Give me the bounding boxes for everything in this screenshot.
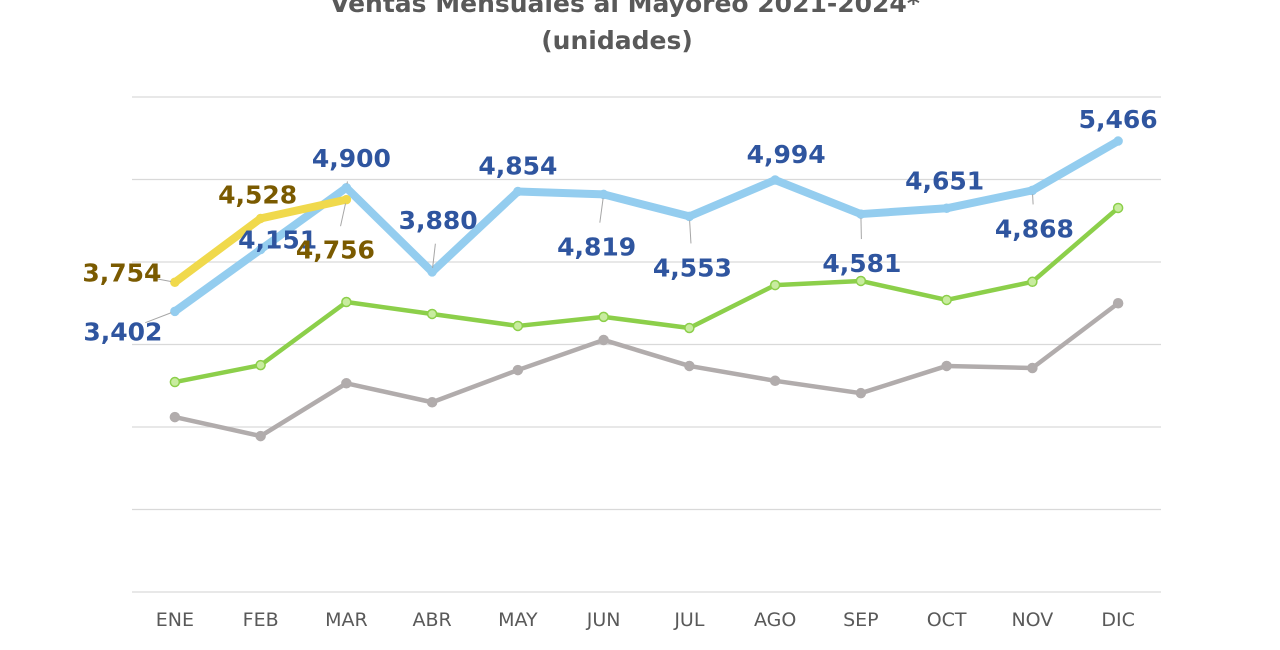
data-point xyxy=(1112,298,1124,309)
data-point xyxy=(169,411,181,423)
x-tick-label: ENE xyxy=(156,609,194,631)
series-group xyxy=(169,136,1124,442)
data-point xyxy=(255,244,266,255)
x-tick-label: NOV xyxy=(1011,609,1053,631)
data-point xyxy=(770,175,780,185)
leader-line xyxy=(145,312,172,324)
data-point xyxy=(341,194,352,205)
series-line xyxy=(172,205,1121,385)
series-line xyxy=(172,301,1121,439)
data-point xyxy=(941,203,952,214)
data-point xyxy=(769,375,781,387)
data-point xyxy=(941,360,952,372)
leader-line xyxy=(599,198,604,223)
data-point xyxy=(941,294,952,306)
data-label: 4,994 xyxy=(747,140,826,169)
x-tick-label: JUL xyxy=(673,609,705,631)
data-label: 4,651 xyxy=(905,166,984,195)
x-axis-ticks: ENE FEB MAR ABR MAY JUN JUL AGO SEP OCT NOV DIC xyxy=(156,609,1135,631)
data-point xyxy=(856,209,866,219)
series-line xyxy=(170,137,1123,316)
data-label: 4,553 xyxy=(653,253,732,282)
data-point xyxy=(684,360,695,372)
data-point xyxy=(512,364,524,376)
leader-line xyxy=(145,276,172,283)
data-point xyxy=(170,277,180,288)
data-point xyxy=(341,183,352,193)
x-tick-label: SEP xyxy=(843,609,879,631)
data-point xyxy=(684,322,695,334)
x-tick-label: ABR xyxy=(413,609,452,631)
data-point xyxy=(1112,202,1124,214)
data-point xyxy=(341,296,352,308)
data-point xyxy=(855,275,867,287)
data-point xyxy=(255,430,266,442)
data-point xyxy=(1027,276,1038,288)
leader-line xyxy=(1032,194,1034,205)
x-tick-label: DIC xyxy=(1101,609,1135,631)
data-point xyxy=(1027,185,1038,196)
x-tick-label: MAR xyxy=(325,609,368,631)
data-point xyxy=(598,311,609,323)
data-point xyxy=(684,211,695,222)
data-point xyxy=(169,376,181,388)
data-point xyxy=(598,189,609,200)
data-point xyxy=(427,267,437,277)
leader-line xyxy=(432,243,436,268)
data-label: 4,900 xyxy=(312,144,391,173)
x-tick-label: JUN xyxy=(586,609,621,631)
data-label: 4,528 xyxy=(218,180,297,209)
data-label: 4,581 xyxy=(822,249,901,278)
data-point xyxy=(1113,136,1123,146)
data-label: 5,466 xyxy=(1079,105,1158,134)
chart-title: Ventas Mensuales al Mayoreo 2021-2024* xyxy=(330,0,920,18)
data-point xyxy=(426,397,438,408)
x-tick-label: AGO xyxy=(754,609,796,631)
data-point xyxy=(341,378,352,389)
data-point xyxy=(426,308,438,320)
data-point xyxy=(255,213,266,224)
data-point xyxy=(855,387,867,399)
data-point xyxy=(598,334,609,346)
leader-line xyxy=(340,203,347,227)
data-label: 4,868 xyxy=(995,214,1074,243)
x-tick-label: OCT xyxy=(927,609,967,631)
leader-line xyxy=(689,220,692,244)
data-label: 4,819 xyxy=(557,232,636,261)
data-point xyxy=(512,320,524,332)
gridlines xyxy=(132,96,1161,593)
data-label: 4,854 xyxy=(478,152,557,181)
data-label: 3,402 xyxy=(83,317,162,346)
data-label: 3,754 xyxy=(82,258,161,287)
data-point xyxy=(255,359,266,371)
data-point xyxy=(170,306,180,317)
data-point xyxy=(1027,362,1038,374)
data-point xyxy=(769,279,781,291)
chart-subtitle: (unidades) xyxy=(541,26,693,55)
data-label: 3,880 xyxy=(399,206,478,235)
data-label: 4,151 xyxy=(238,226,317,255)
x-tick-label: FEB xyxy=(243,609,279,631)
data-label: 4,756 xyxy=(296,236,375,265)
x-tick-label: MAY xyxy=(498,609,538,631)
data-point xyxy=(513,186,523,197)
